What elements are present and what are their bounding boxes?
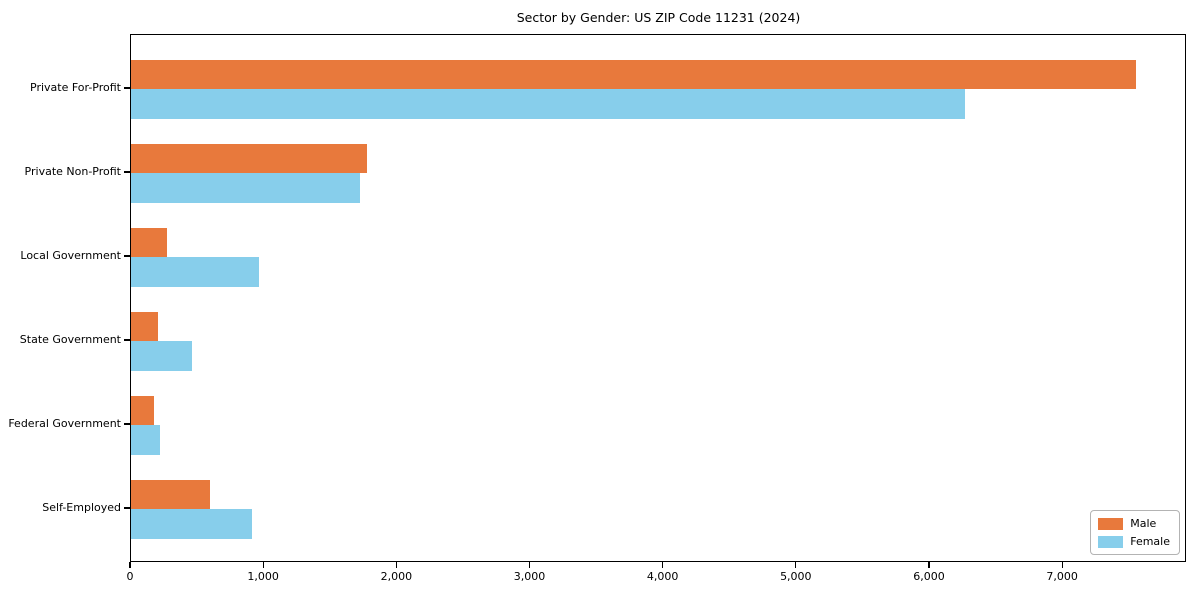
x-tick-label: 6,000 xyxy=(913,570,945,583)
x-tick-label: 5,000 xyxy=(780,570,812,583)
bar-male-3 xyxy=(131,227,167,257)
legend: Male Female xyxy=(1090,510,1180,555)
legend-swatch-female xyxy=(1098,535,1124,548)
x-tick-label: 7,000 xyxy=(1046,570,1078,583)
bar-male-6 xyxy=(131,479,211,509)
x-tick-label: 2,000 xyxy=(380,570,413,583)
x-tick-mark xyxy=(795,562,797,568)
category-label: State Government xyxy=(19,333,121,346)
y-tick-mark xyxy=(124,339,130,341)
category-label: Private Non-Profit xyxy=(24,165,121,178)
x-tick-mark xyxy=(662,562,664,568)
bar-female-5 xyxy=(131,425,161,455)
chart-title: Sector by Gender: US ZIP Code 11231 (202… xyxy=(516,10,801,25)
bar-male-5 xyxy=(131,395,154,425)
legend-label: Male xyxy=(1130,517,1157,530)
plot-area: Male Female xyxy=(130,34,1186,562)
x-tick-mark xyxy=(928,562,930,568)
y-tick-mark xyxy=(124,87,130,89)
bar-female-6 xyxy=(131,509,253,539)
bar-female-2 xyxy=(131,173,360,203)
x-tick-mark xyxy=(1061,562,1063,568)
y-tick-mark xyxy=(124,255,130,257)
x-tick-mark xyxy=(528,562,531,568)
x-tick-label: 1,000 xyxy=(247,570,279,583)
bar-female-4 xyxy=(131,341,192,371)
legend-swatch-male xyxy=(1098,517,1124,530)
x-tick-mark xyxy=(129,562,131,568)
category-label: Local Government xyxy=(20,249,121,262)
x-tick-mark xyxy=(395,562,397,568)
bar-male-2 xyxy=(131,143,368,173)
x-tick-label: 4,000 xyxy=(646,570,679,583)
x-tick-mark xyxy=(262,562,264,568)
y-tick-mark xyxy=(124,171,130,173)
category-label: Federal Government xyxy=(8,417,121,430)
y-tick-mark xyxy=(124,423,130,425)
bar-male-4 xyxy=(131,311,158,341)
y-tick-mark xyxy=(124,507,130,509)
category-label: Self-Employed xyxy=(42,501,121,514)
x-tick-label: 0 xyxy=(126,570,134,583)
legend-item-male: Male xyxy=(1098,517,1170,530)
category-label: Private For-Profit xyxy=(30,81,121,94)
legend-item-female: Female xyxy=(1098,535,1170,548)
bar-female-1 xyxy=(131,89,965,119)
x-tick-label: 3,000 xyxy=(513,570,546,583)
bar-male-1 xyxy=(131,59,1136,89)
bar-female-3 xyxy=(131,257,259,287)
legend-label: Female xyxy=(1130,535,1170,548)
